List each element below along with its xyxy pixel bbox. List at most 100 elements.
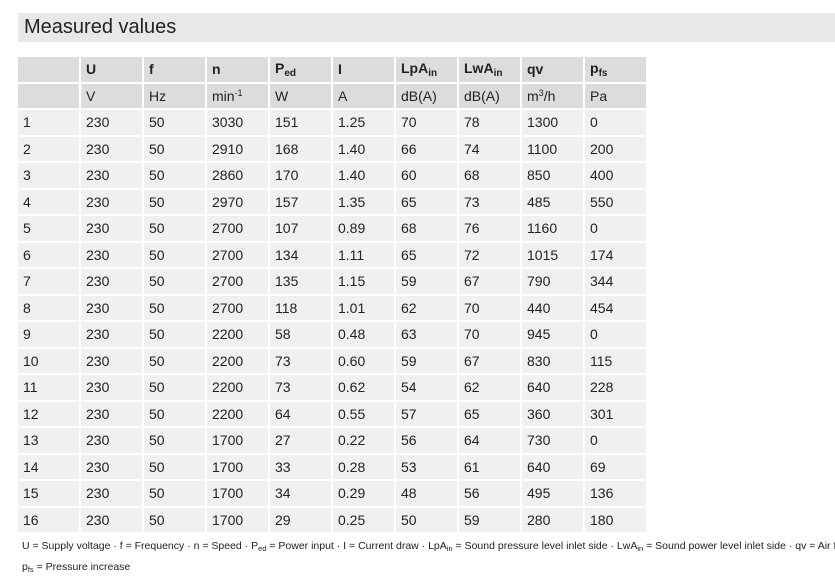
data-cell: 1160: [522, 216, 583, 241]
data-cell: 58: [270, 322, 331, 347]
data-cell: 70: [459, 322, 520, 347]
data-cell: 0.29: [333, 481, 394, 506]
data-cell: 2200: [207, 401, 268, 426]
data-cell: 228: [585, 375, 646, 400]
data-cell: 65: [396, 189, 457, 214]
data-cell: 3: [18, 163, 79, 188]
data-cell: 0.89: [333, 216, 394, 241]
footnote-text: = Power input · I = Current draw · LpA: [266, 540, 447, 552]
header-cell: pfs: [585, 57, 646, 82]
data-row: 15 230 50 1700 34 0.29 48 56 495 136: [18, 481, 646, 506]
footnote-text: = Sound pressure level inlet side · LwA: [452, 540, 638, 552]
data-cell: 72: [459, 242, 520, 267]
data-cell: 65: [396, 242, 457, 267]
blank-cell: [18, 83, 79, 108]
data-cell: 59: [396, 269, 457, 294]
data-cell: 180: [585, 507, 646, 532]
subscript: in: [493, 67, 503, 79]
data-cell: 7: [18, 269, 79, 294]
data-cell: 1.40: [333, 136, 394, 161]
data-cell: 945: [522, 322, 583, 347]
data-cell: 50: [144, 189, 205, 214]
data-row: 9 230 50 2200 58 0.48 63 70 945 0: [18, 322, 646, 347]
data-cell: 13: [18, 428, 79, 453]
data-cell: 56: [459, 481, 520, 506]
data-cell: 230: [81, 454, 142, 479]
data-row: 2 230 50 2910 168 1.40 66 74 1100 200: [18, 136, 646, 161]
data-cell: 50: [144, 110, 205, 135]
data-row: 5 230 50 2700 107 0.89 68 76 1160 0: [18, 216, 646, 241]
data-cell: 0: [585, 322, 646, 347]
cell-text: I: [338, 61, 342, 78]
data-cell: 67: [459, 348, 520, 373]
data-cell: 118: [270, 295, 331, 320]
data-cell: 66: [396, 136, 457, 161]
data-cell: 0.28: [333, 454, 394, 479]
data-cell: 73: [270, 375, 331, 400]
data-cell: 640: [522, 375, 583, 400]
data-cell: 60: [396, 163, 457, 188]
data-cell: 230: [81, 295, 142, 320]
data-cell: 230: [81, 242, 142, 267]
data-cell: 1.11: [333, 242, 394, 267]
cell-text: LwA: [464, 59, 494, 76]
header-cell: n: [207, 57, 268, 82]
cell-text: qv: [527, 61, 544, 78]
header-cell: LpAin: [396, 57, 457, 82]
unit-cell: m3/h: [522, 83, 583, 108]
data-cell: 48: [396, 481, 457, 506]
data-cell: 1700: [207, 481, 268, 506]
data-cell: 280: [522, 507, 583, 532]
data-row: 13 230 50 1700 27 0.22 56 64 730 0: [18, 428, 646, 453]
cell-text: P: [275, 59, 285, 76]
data-cell: 3030: [207, 110, 268, 135]
data-cell: 2200: [207, 375, 268, 400]
data-cell: 830: [522, 348, 583, 373]
data-cell: 73: [270, 348, 331, 373]
cell-text: Hz: [149, 87, 167, 104]
subscript: fs: [27, 565, 34, 574]
data-cell: 230: [81, 401, 142, 426]
data-cell: 64: [459, 428, 520, 453]
cell-text: U: [86, 61, 97, 78]
cell-text: m: [527, 87, 539, 104]
footnote-text: U = Supply voltage · f = Frequency · n =…: [22, 540, 259, 552]
data-cell: 640: [522, 454, 583, 479]
blank-cell: [18, 57, 79, 82]
data-cell: 230: [81, 322, 142, 347]
header-cell: f: [144, 57, 205, 82]
unit-cell: Hz: [144, 83, 205, 108]
section-title: Measured values: [18, 13, 835, 42]
data-cell: 73: [459, 189, 520, 214]
cell-text: W: [275, 87, 289, 104]
data-row: 12 230 50 2200 64 0.55 57 65 360 301: [18, 401, 646, 426]
data-cell: 15: [18, 481, 79, 506]
data-row: 14 230 50 1700 33 0.28 53 61 640 69: [18, 454, 646, 479]
subscript: in: [428, 67, 438, 79]
data-cell: 50: [144, 269, 205, 294]
data-cell: 2700: [207, 295, 268, 320]
data-row: 10 230 50 2200 73 0.60 59 67 830 115: [18, 348, 646, 373]
cell-text: p: [590, 59, 599, 76]
data-cell: 50: [144, 216, 205, 241]
cell-text: /h: [543, 87, 556, 104]
data-cell: 50: [396, 507, 457, 532]
unit-cell: V: [81, 83, 142, 108]
data-cell: 2700: [207, 216, 268, 241]
data-cell: 495: [522, 481, 583, 506]
data-cell: 730: [522, 428, 583, 453]
data-cell: 50: [144, 242, 205, 267]
data-cell: 790: [522, 269, 583, 294]
data-cell: 14: [18, 454, 79, 479]
data-cell: 59: [396, 348, 457, 373]
data-cell: 230: [81, 269, 142, 294]
data-cell: 70: [396, 110, 457, 135]
data-cell: 1700: [207, 454, 268, 479]
data-cell: 50: [144, 507, 205, 532]
data-cell: 230: [81, 110, 142, 135]
data-cell: 454: [585, 295, 646, 320]
data-cell: 57: [396, 401, 457, 426]
subscript: in: [446, 544, 453, 553]
data-cell: 70: [459, 295, 520, 320]
